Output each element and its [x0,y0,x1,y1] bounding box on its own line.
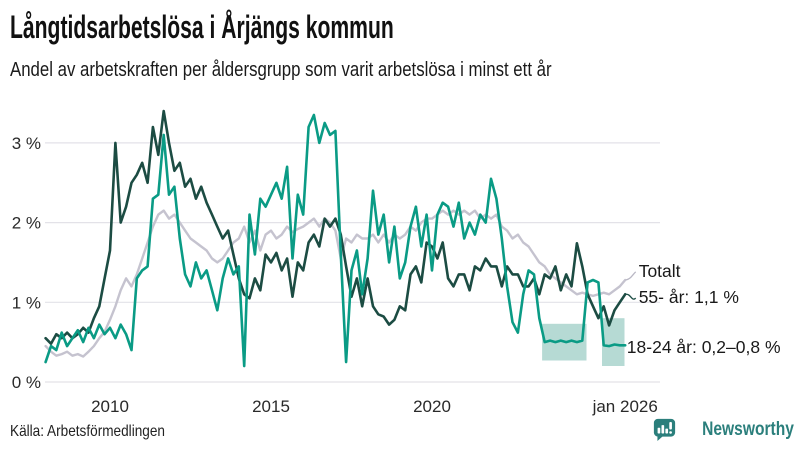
series-line-55-r [44,109,627,346]
page-subtitle: Andel av arbetskraften per åldersgrupp s… [10,59,552,81]
x-tick-label: 2015 [252,397,290,416]
series-annotation-label: 18-24 år: 0,2–0,8 % [627,337,781,357]
y-tick-label: 0 % [12,373,41,392]
series-annotation-label: Totalt [639,261,681,281]
y-tick-label: 3 % [12,134,41,153]
series-line-18-24-r [44,113,627,368]
page-title: Långtidsarbetslösa i Årjängs kommun [10,9,394,45]
y-tick-label: 2 % [12,214,41,233]
newsworthy-brand-label: Newsworthy [702,418,794,440]
x-tick-label: 2010 [91,397,129,416]
y-tick-label: 1 % [12,293,41,312]
series-annotation-label: 55- år: 1,1 % [639,287,739,307]
newsworthy-logo-icon [653,418,676,441]
source-note: Källa: Arbetsförmedlingen [10,423,165,440]
newsworthy-brand: Newsworthy [653,418,794,441]
annotation-leader-line [625,271,637,281]
series-line-totalt [44,209,627,358]
forecast-band [602,318,625,366]
x-tick-label: 2020 [413,397,451,416]
annotation-leader-line [625,293,637,300]
x-tick-label: jan 2026 [592,397,658,416]
